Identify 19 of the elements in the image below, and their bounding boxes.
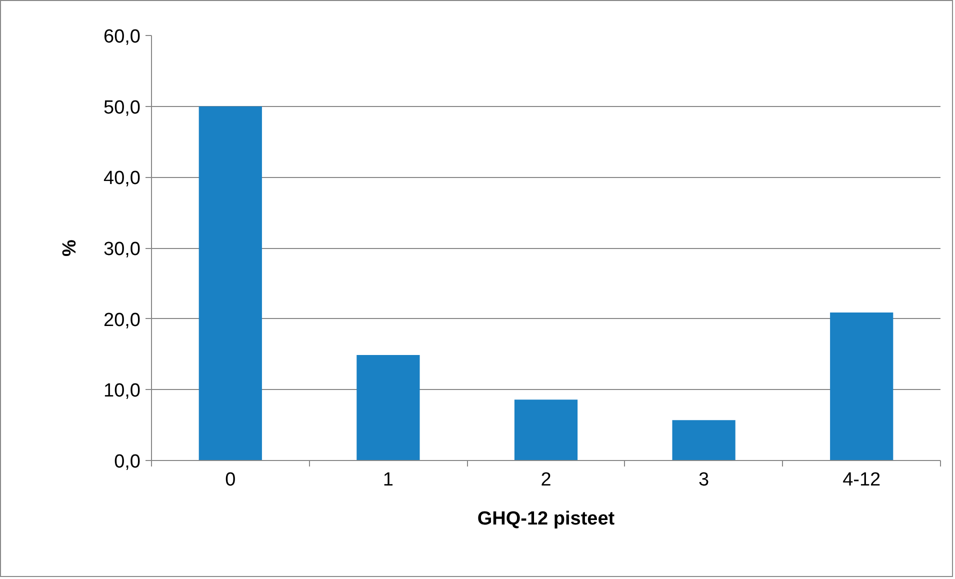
x-tick-label: 3 bbox=[698, 470, 710, 490]
x-tick-label: 2 bbox=[540, 470, 552, 490]
y-tick-label: 60,0 bbox=[104, 26, 141, 48]
x-tick-label: 4-12 bbox=[842, 470, 881, 490]
x-tick-label: 0 bbox=[225, 470, 236, 490]
bar bbox=[198, 106, 262, 460]
y-tick-label: 10,0 bbox=[104, 380, 141, 402]
y-tick-label: 40,0 bbox=[104, 168, 141, 190]
bar bbox=[672, 420, 736, 460]
y-tick-label: 50,0 bbox=[104, 97, 141, 118]
bar bbox=[514, 400, 578, 460]
bar bbox=[356, 354, 420, 460]
y-tick-label: 20,0 bbox=[104, 310, 141, 331]
y-tick-label: 0,0 bbox=[114, 452, 141, 472]
x-tick-label: 1 bbox=[382, 470, 394, 490]
bar bbox=[830, 312, 894, 460]
y-tick-label: 30,0 bbox=[104, 239, 141, 260]
y-axis-title: % bbox=[60, 239, 81, 256]
x-axis-title: GHQ-12 pisteet bbox=[477, 508, 616, 530]
